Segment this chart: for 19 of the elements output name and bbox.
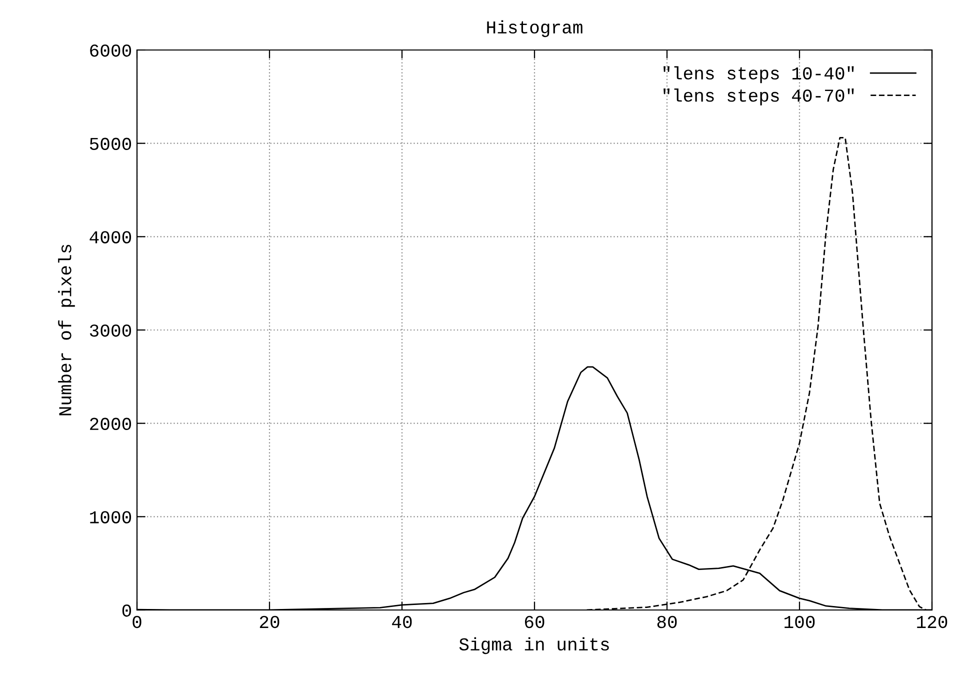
y-tick-label: 3000 [90, 324, 132, 337]
x-tick-label: 60 [524, 616, 544, 628]
legend-label: "lens steps 10-40" [664, 66, 854, 84]
y-tick-label: 1000 [90, 511, 132, 524]
chart-title: Histogram [487, 20, 582, 38]
y-axis-title: Number of pixels [58, 244, 75, 416]
x-tick-label: 20 [260, 616, 280, 628]
y-tick-label: 6000 [90, 44, 132, 57]
y-tick-label: 5000 [90, 138, 132, 150]
x-tick-label: 120 [917, 616, 948, 628]
y-tick-label: 0 [122, 604, 132, 617]
x-tick-label: 40 [392, 616, 412, 628]
x-tick-label: 80 [657, 616, 677, 628]
x-tick-label: 0 [132, 616, 142, 628]
y-tick-label: 2000 [90, 418, 132, 430]
y-tick-label: 4000 [90, 231, 132, 244]
x-tick-label: 100 [784, 616, 815, 628]
x-axis-title: Sigma in units [459, 637, 609, 654]
legend-label: "lens steps 40-70" [664, 88, 854, 106]
